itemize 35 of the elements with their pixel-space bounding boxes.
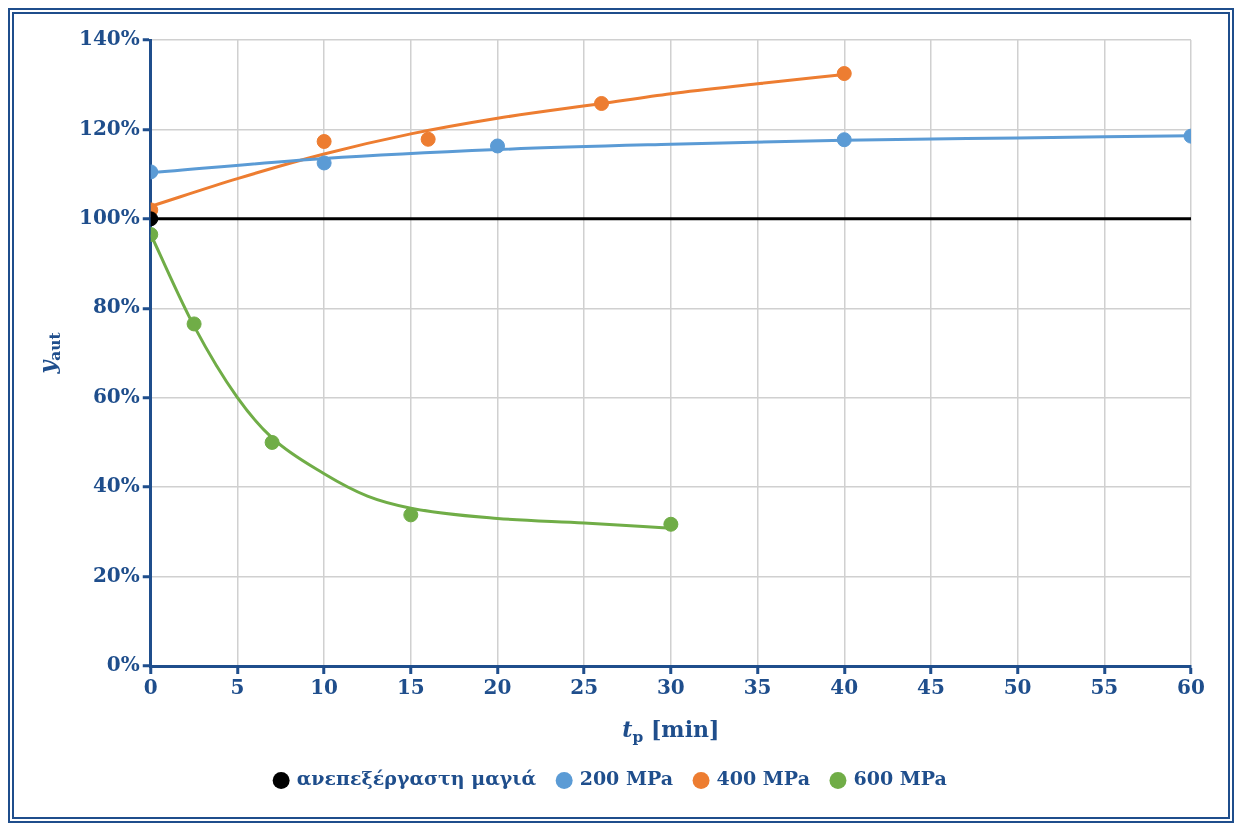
- point: [594, 95, 610, 111]
- x-tick-label: 0: [143, 675, 158, 700]
- x-tick-label: 50: [1003, 675, 1032, 700]
- point: [836, 66, 852, 82]
- y-axis-title: yaut: [33, 331, 64, 375]
- y-tick-label: 100%: [78, 205, 140, 230]
- point: [403, 507, 419, 523]
- x-tick-label: 20: [483, 675, 512, 700]
- point: [490, 138, 505, 154]
- x-tick-label: 5: [230, 675, 245, 700]
- point: [836, 132, 852, 148]
- point: [316, 155, 332, 171]
- x-tick-label: 55: [1090, 675, 1119, 700]
- y-tick-label: 60%: [92, 383, 140, 408]
- legend-label: 600 MPa: [853, 767, 947, 790]
- y-tick-label: 20%: [92, 562, 140, 587]
- x-tick-label: 35: [743, 675, 772, 700]
- y-tick-label: 80%: [92, 294, 140, 319]
- x-tick-label: 15: [396, 675, 425, 700]
- y-tick-label: 40%: [92, 473, 140, 498]
- x-tick-label: 25: [570, 675, 599, 700]
- legend-label: ανεπεξέργαστη μαγιά: [296, 767, 537, 790]
- y-tick-label: 120%: [78, 115, 140, 140]
- x-tick-label: 30: [656, 675, 685, 700]
- x-tick-label: 40: [830, 675, 859, 700]
- y-tick-label: 0%: [106, 652, 140, 677]
- point: [316, 134, 332, 149]
- x-tick-label: 10: [310, 675, 339, 700]
- x-tick-label: 45: [917, 675, 945, 700]
- legend-label: 400 MPa: [716, 767, 810, 790]
- legend-label: 200 MPa: [579, 767, 674, 790]
- y-tick-label: 140%: [78, 26, 140, 51]
- point: [663, 516, 679, 532]
- point: [420, 131, 436, 147]
- x-tick-label: 60: [1177, 675, 1205, 700]
